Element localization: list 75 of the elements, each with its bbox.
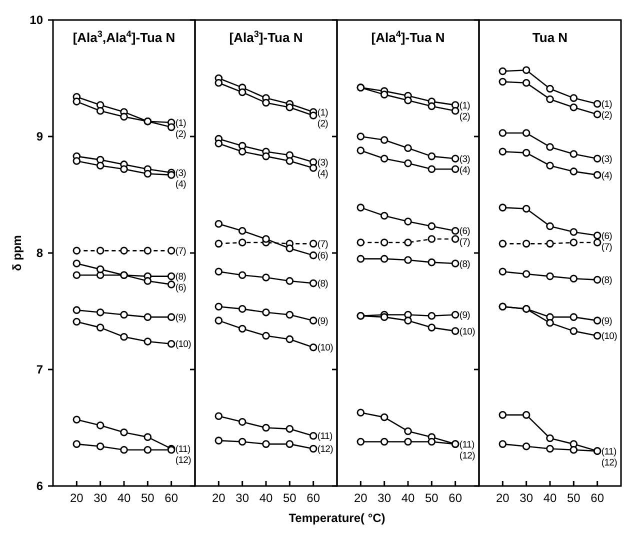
x-tick-label: 20	[70, 491, 84, 505]
x-tick-label: 40	[259, 491, 273, 505]
series-label: (1)	[317, 107, 328, 118]
series-label: (7)	[317, 239, 328, 250]
x-tick-label: 60	[448, 491, 462, 505]
series-label: (4)	[459, 164, 470, 176]
series-label: (4)	[175, 178, 186, 190]
series-label: (6)	[601, 230, 612, 242]
x-tick-label: 30	[378, 491, 392, 505]
y-tick-label: 10	[30, 13, 44, 28]
y-axis-title: δ ppm	[10, 235, 24, 271]
y-tick-label: 9	[36, 130, 44, 144]
series-label: (8)	[601, 275, 612, 286]
series-label: (10)	[459, 326, 476, 338]
series-label: (9)	[601, 316, 612, 327]
x-tick-label: 20	[212, 491, 226, 505]
series-label: (1)	[175, 118, 186, 129]
y-tick-label: 7	[36, 362, 44, 377]
x-tick-label: 50	[424, 491, 439, 505]
series-label: (1)	[601, 99, 612, 110]
series-label: (6)	[459, 226, 470, 238]
series-label: (11)	[317, 431, 332, 442]
y-tick-label: 8	[36, 246, 44, 260]
series-label: (9)	[317, 316, 328, 327]
text: [Ala$^{3}$,Ala$^{4}$]-Tua N	[72, 29, 176, 45]
x-tick-label: 40	[117, 491, 131, 505]
x-tick-label: 60	[164, 491, 178, 505]
series-label: (8)	[317, 278, 328, 290]
series-label: (2)	[601, 110, 612, 122]
x-tick-label: 60	[306, 491, 320, 505]
x-tick-label: 20	[496, 491, 510, 505]
series-label: (10)	[601, 331, 618, 342]
x-tick-label: 30	[94, 491, 108, 505]
series-label: (11)	[601, 446, 616, 458]
series-label: (10)	[317, 342, 334, 354]
series-label: (2)	[459, 111, 470, 122]
x-tick-label: 50	[140, 491, 155, 505]
series-label: (7)	[601, 242, 612, 253]
series-label: (11)	[459, 439, 474, 450]
series-label: (3)	[175, 168, 186, 179]
x-tick-label: 50	[282, 491, 297, 505]
x-tick-label: 40	[543, 491, 557, 505]
series-label: (3)	[317, 157, 328, 168]
series-label: (4)	[317, 168, 328, 180]
series-label: (9)	[175, 312, 186, 324]
series-label: (1)	[459, 100, 470, 112]
series-label: (6)	[317, 250, 328, 262]
series-label: (12)	[459, 450, 476, 462]
text: Tua N	[532, 30, 568, 45]
series-label: (3)	[459, 154, 470, 165]
series-label: (9)	[459, 310, 470, 322]
series-label: (11)	[175, 444, 190, 456]
series-label: (7)	[175, 246, 186, 257]
series-label: (8)	[459, 258, 470, 270]
series-label: (2)	[317, 118, 328, 130]
series-label: (12)	[317, 444, 334, 456]
series-label: (6)	[175, 282, 186, 294]
series-label: (7)	[459, 237, 470, 248]
series-label: (2)	[175, 128, 186, 140]
x-tick-label: 30	[236, 491, 250, 505]
y-tick-label: 6	[36, 479, 44, 494]
series-label: (12)	[175, 455, 192, 466]
x-axis-title: Temperature( °C)	[288, 511, 386, 525]
series-label: (12)	[601, 457, 618, 468]
x-tick-label: 40	[401, 491, 415, 505]
x-tick-label: 60	[590, 491, 604, 505]
x-tick-label: 50	[566, 491, 581, 505]
series-label: (3)	[601, 154, 612, 165]
series-label: (4)	[601, 170, 612, 182]
x-tick-label: 30	[520, 491, 534, 505]
x-tick-label: 20	[354, 491, 368, 505]
series-label: (10)	[175, 339, 192, 350]
text: [Ala$^{4}$]-Tua N	[371, 29, 445, 45]
text: [Ala$^{3}$]-Tua N	[229, 29, 303, 45]
series-label: (8)	[175, 272, 186, 283]
